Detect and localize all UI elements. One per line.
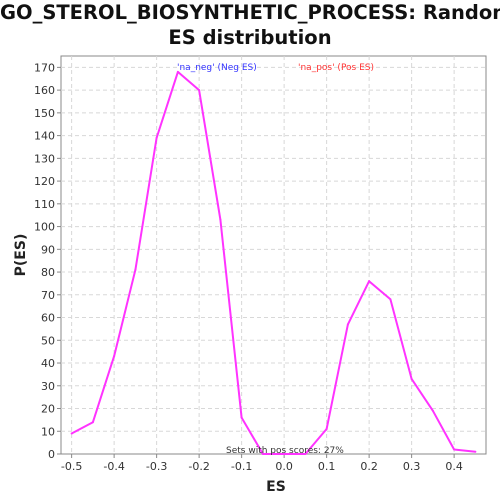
y-tick-label: 30 bbox=[41, 380, 55, 393]
y-tick-label: 90 bbox=[41, 243, 55, 256]
y-tick-label: 70 bbox=[41, 289, 55, 302]
data-point bbox=[155, 136, 158, 139]
series-line bbox=[71, 70, 476, 455]
y-tick-label: 60 bbox=[41, 312, 55, 325]
x-tick-label: -0.3 bbox=[146, 460, 167, 473]
data-point bbox=[346, 323, 349, 326]
data-point bbox=[410, 377, 413, 380]
x-axis-ticks: -0.5 -0.4 -0.3 -0.2 -0.1 0.0 0.1 0.2 0.3 0.4 bbox=[61, 454, 463, 473]
chart-title: GO_STEROL_BIOSYNTHETIC_PROCESS: Random E… bbox=[0, 0, 500, 50]
y-axis-ticks: 0 10 20 30 40 50 60 70 80 90 100 110 120 130 140 150 160… bbox=[34, 61, 61, 461]
y-tick-label: 10 bbox=[41, 425, 55, 438]
y-tick-label: 110 bbox=[34, 198, 55, 211]
data-point bbox=[325, 427, 328, 430]
data-point bbox=[304, 453, 307, 455]
data-point bbox=[431, 409, 434, 412]
data-point bbox=[176, 70, 179, 73]
pos-scores-annotation: Sets with pos scores: 27% bbox=[226, 446, 344, 456]
x-axis-label: ES bbox=[266, 479, 286, 495]
y-tick-label: 100 bbox=[34, 221, 55, 234]
chart-title-line-2: ES distribution bbox=[168, 26, 332, 49]
y-tick-label: 150 bbox=[34, 107, 55, 120]
data-point bbox=[219, 218, 222, 221]
data-point bbox=[474, 450, 477, 453]
data-point bbox=[70, 432, 73, 435]
data-point bbox=[368, 280, 371, 283]
y-tick-label: 170 bbox=[34, 61, 55, 74]
x-tick-label: -0.1 bbox=[231, 460, 252, 473]
x-tick-label: 0.1 bbox=[318, 460, 336, 473]
y-tick-label: 80 bbox=[41, 266, 55, 279]
neg-es-annotation: 'na_neg' (Neg ES) bbox=[177, 63, 257, 73]
y-axis-label: P(ES) bbox=[13, 234, 29, 277]
y-tick-label: 40 bbox=[41, 357, 55, 370]
y-tick-label: 50 bbox=[41, 334, 55, 347]
data-point bbox=[453, 448, 456, 451]
chart-title-line-1: GO_STEROL_BIOSYNTHETIC_PROCESS: Random bbox=[0, 1, 500, 24]
x-tick-label: 0.0 bbox=[275, 460, 293, 473]
x-tick-label: -0.4 bbox=[103, 460, 124, 473]
grid-lines bbox=[61, 56, 486, 454]
data-point bbox=[261, 453, 264, 455]
y-tick-label: 160 bbox=[34, 84, 55, 97]
data-point bbox=[240, 416, 243, 419]
series-layer bbox=[70, 70, 477, 455]
data-point bbox=[113, 355, 116, 358]
data-point bbox=[283, 453, 286, 455]
x-tick-label: 0.2 bbox=[360, 460, 378, 473]
data-point bbox=[198, 89, 201, 92]
y-tick-label: 130 bbox=[34, 152, 55, 165]
data-point bbox=[134, 268, 137, 271]
x-tick-label: 0.3 bbox=[403, 460, 421, 473]
data-point bbox=[389, 298, 392, 301]
pos-es-annotation: 'na_pos' (Pos ES) bbox=[298, 63, 374, 73]
plot-area bbox=[60, 55, 487, 455]
x-tick-label: -0.2 bbox=[188, 460, 209, 473]
data-point bbox=[91, 421, 94, 424]
x-tick-label: 0.4 bbox=[445, 460, 463, 473]
y-tick-label: 0 bbox=[48, 448, 55, 461]
y-tick-label: 120 bbox=[34, 175, 55, 188]
y-tick-label: 140 bbox=[34, 130, 55, 143]
y-tick-label: 20 bbox=[41, 403, 55, 416]
x-tick-label: -0.5 bbox=[61, 460, 82, 473]
